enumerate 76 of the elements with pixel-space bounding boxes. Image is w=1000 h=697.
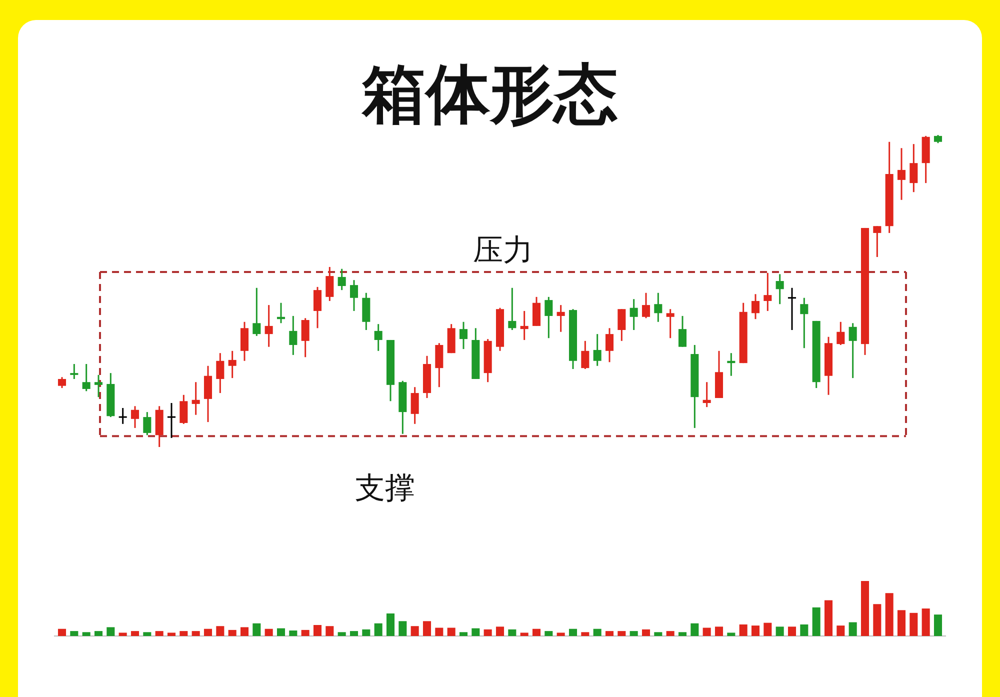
bar (885, 593, 894, 636)
bar (118, 632, 127, 636)
bar (350, 631, 358, 636)
ref-line-label: 支撑 (355, 471, 415, 506)
bar (216, 626, 224, 636)
bar (739, 624, 748, 636)
bar (690, 623, 699, 636)
bar (496, 626, 504, 636)
bar (922, 608, 930, 636)
bar (410, 626, 419, 636)
bar (130, 631, 140, 636)
bar (776, 626, 784, 636)
bar (544, 631, 553, 636)
bar (934, 614, 942, 636)
bar (556, 632, 565, 636)
bar (82, 632, 90, 636)
bar (326, 626, 334, 636)
bar (824, 600, 833, 636)
bar (910, 612, 918, 636)
bar (459, 632, 468, 636)
chart-title: 箱体形态 (361, 58, 618, 132)
bar (240, 627, 249, 636)
bar (654, 632, 662, 636)
bar (812, 607, 820, 636)
bar (751, 626, 760, 636)
bar (435, 628, 444, 636)
bar (714, 626, 724, 636)
bar (520, 632, 528, 636)
bar (472, 628, 480, 636)
bar (860, 581, 870, 636)
bar (289, 630, 298, 636)
bar (70, 631, 78, 636)
bar (228, 630, 236, 636)
bar (568, 628, 578, 636)
bar (593, 628, 602, 636)
bar (276, 628, 286, 636)
bar (143, 632, 152, 636)
bar (264, 628, 273, 636)
bar (155, 631, 164, 636)
bar (630, 631, 638, 636)
bar (848, 622, 857, 636)
bar (313, 625, 322, 636)
bar (666, 631, 674, 636)
bar (180, 631, 188, 636)
bar (800, 624, 808, 636)
bar (836, 626, 845, 636)
bar (702, 628, 711, 636)
bar (204, 628, 212, 636)
bar (192, 631, 200, 636)
bar (386, 613, 395, 636)
bar (508, 629, 516, 636)
bar (58, 628, 66, 636)
bar (484, 629, 492, 636)
bar (678, 632, 687, 636)
bar (301, 630, 310, 636)
bar (532, 628, 541, 636)
bar (642, 629, 650, 636)
bar (447, 628, 456, 636)
bar (727, 632, 736, 636)
bar (788, 626, 796, 636)
bar (618, 631, 626, 636)
bar (94, 631, 103, 636)
bar (338, 632, 346, 636)
bar (581, 632, 590, 636)
bar (398, 621, 407, 636)
bar (764, 622, 772, 636)
bar (897, 610, 906, 636)
bar (422, 621, 432, 636)
bar (167, 632, 176, 636)
bar (605, 631, 614, 636)
bar (362, 629, 370, 636)
bar (106, 627, 115, 636)
bar (873, 604, 882, 636)
bar (252, 623, 261, 636)
ref-line-label: 压力 (473, 232, 533, 268)
bar (374, 623, 382, 636)
